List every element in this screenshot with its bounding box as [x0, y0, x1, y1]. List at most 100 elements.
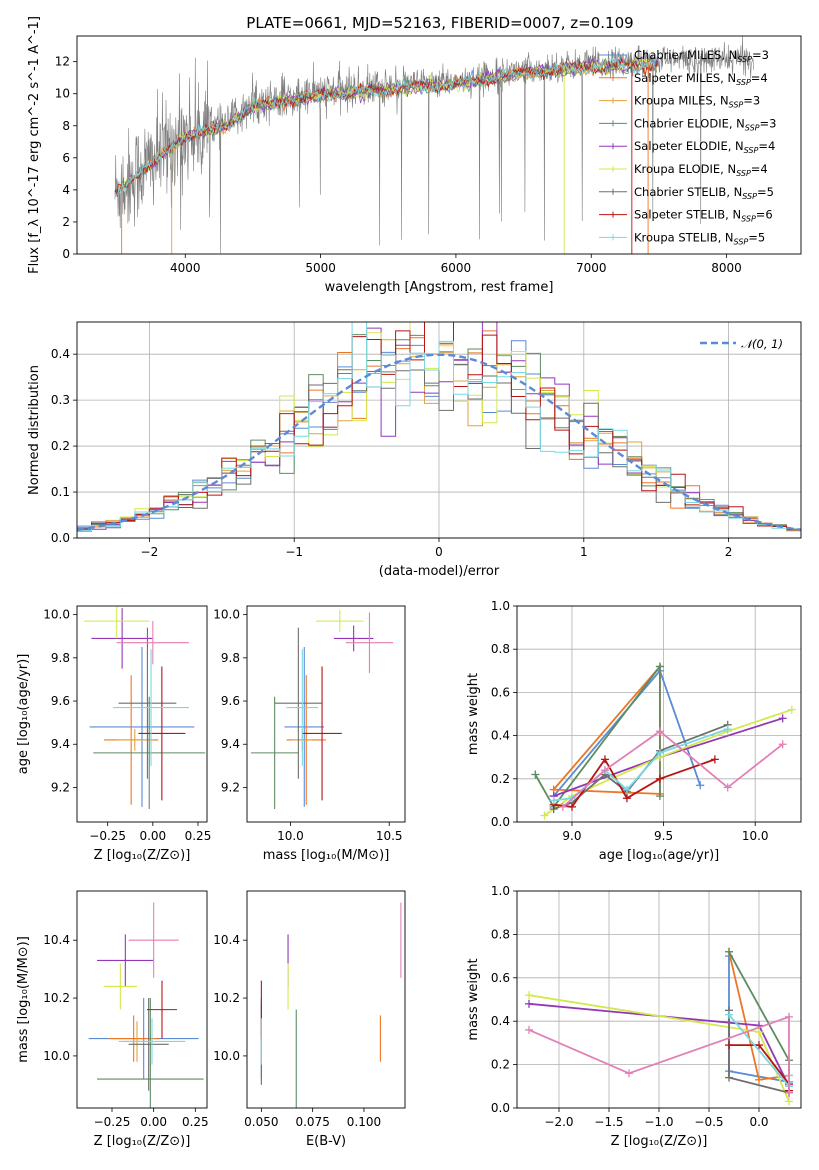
mass-vs-metallicity-panel: −0.25 0.00 0.25 10.0 10.2 10.4 Z [log₁₀(Z/Z⊙)]…: [16, 890, 209, 1149]
y-tick-label: 0.8: [491, 927, 510, 941]
y-tick-label: 0.0: [491, 815, 510, 829]
x-tick-label: 0.075: [295, 1115, 329, 1129]
panels: 4000 5000 6000 7000 8000024681012wavelength …: [16, 16, 802, 1149]
mass-vs-metallicity-panel-data: [88, 902, 204, 1108]
y-tick-label: 2: [62, 215, 70, 229]
age-vs-mass-panel-data: [250, 610, 394, 810]
x-tick-label: −1.0: [644, 1115, 673, 1129]
legend-entry: Chabrier STELIB, NSSP=5: [634, 185, 774, 201]
x-tick-label: 2: [725, 545, 733, 559]
x-tick-label: 1: [580, 545, 588, 559]
x-tick-label: 0.0: [749, 1115, 768, 1129]
x-axis-label: Z [log₁₀(Z/Z⊙)]: [94, 1134, 191, 1149]
x-tick-label: −0.25: [94, 1115, 131, 1129]
x-tick-label: 10.5: [376, 829, 403, 843]
x-tick-label: 10.0: [277, 829, 304, 843]
legend-entry: Salpeter STELIB, NSSP=6: [634, 208, 773, 224]
y-tick-label: 1.0: [491, 884, 510, 898]
x-tick-label: −2: [141, 545, 159, 559]
x-tick-label: 10.0: [742, 829, 769, 843]
x-tick-label: 0.00: [139, 829, 166, 843]
y-axis-label: mass weight: [466, 673, 481, 755]
x-axis-label: wavelength [Angstrom, rest frame]: [325, 280, 554, 295]
y-tick-label: 12: [55, 55, 70, 69]
x-axis-label: (data-model)/error: [379, 564, 500, 579]
y-tick-label: 0.4: [491, 1014, 510, 1028]
axes-frame: [516, 890, 802, 1109]
y-tick-label: 10.2: [213, 991, 240, 1005]
y-tick-label: 0.2: [491, 1058, 510, 1072]
x-tick-label: 4000: [170, 261, 201, 275]
weight-vs-age-panel-data: [531, 662, 796, 820]
x-tick-label: 0: [435, 545, 443, 559]
y-tick-label: 0.2: [51, 439, 70, 453]
age-vs-metallicity-panel: −0.25 0.00 0.25 9.2 9.4 9.6 9.8 10.0 Z [log₁₀(Z/…: [16, 605, 211, 863]
y-tick-label: 6: [62, 151, 70, 165]
histogram-data: [77, 322, 801, 538]
legend-entry: Chabrier MILES, NSSP=3: [634, 48, 769, 64]
y-tick-label: 9.8: [221, 651, 240, 665]
y-tick-label: 0.4: [491, 729, 510, 743]
y-tick-label: 9.8: [51, 651, 70, 665]
axes-frame: [76, 890, 208, 1109]
x-tick-label: 9.0: [562, 829, 581, 843]
y-tick-label: 10.0: [43, 608, 70, 622]
y-tick-label: 10: [55, 87, 70, 101]
axes-frame: [76, 321, 802, 539]
x-axis-label: age [log₁₀(age/yr)]: [599, 848, 720, 863]
x-tick-label: −1.5: [594, 1115, 623, 1129]
x-tick-label: 9.5: [654, 829, 673, 843]
x-tick-label: 5000: [305, 261, 336, 275]
mass-vs-ebv-panel: 0.050 0.075 0.100 10.0 10.2 10.4 E(B-V): [213, 890, 406, 1149]
y-tick-label: 9.2: [221, 780, 240, 794]
axes-frame: [246, 890, 406, 1109]
x-tick-label: 0.25: [182, 1115, 209, 1129]
y-tick-label: 10.4: [213, 933, 240, 947]
y-tick-label: 10.0: [213, 1049, 240, 1063]
figure-title: PLATE=0661, MJD=52163, FIBERID=0007, z=0…: [246, 14, 633, 32]
x-tick-label: 0.00: [140, 1115, 167, 1129]
x-axis-label: mass [log₁₀(M/M⊙)]: [263, 848, 390, 863]
y-axis-label: age [log₁₀(age/yr)]: [16, 654, 31, 775]
y-axis-label: mass [log₁₀(M/M⊙)]: [16, 936, 31, 1063]
y-tick-label: 9.2: [51, 780, 70, 794]
y-tick-label: 0.4: [51, 347, 70, 361]
weight-vs-metallicity-panel: −2.0 −1.5 −1.0 −0.5 0.0 0.0 0.2 0.4 0.6 0.8 1.0 Z […: [466, 884, 802, 1149]
y-tick-label: 9.6: [51, 694, 70, 708]
y-tick-label: 8: [62, 119, 70, 133]
axes-frame: [246, 605, 406, 823]
age-vs-metallicity-panel-data: [84, 606, 206, 810]
y-tick-label: 9.6: [221, 694, 240, 708]
x-axis-label: Z [log₁₀(Z/Z⊙)]: [94, 848, 191, 863]
x-axis-label: Z [log₁₀(Z/Z⊙)]: [611, 1134, 708, 1149]
model-spectrum-line: [114, 56, 659, 195]
spectrum-panel: 4000 5000 6000 7000 8000 0 2 4 6 8 10 12 wavelength …: [27, 16, 802, 295]
model-spectrum-line: [114, 57, 659, 196]
legend-entry: Salpeter MILES, NSSP=4: [634, 71, 768, 87]
gaussian-legend-label: 𝒩(0, 1): [741, 337, 783, 351]
model-spectrum-line: [114, 56, 659, 195]
y-tick-label: 10.0: [43, 1049, 70, 1063]
y-tick-label: 0.3: [51, 393, 70, 407]
model-spectrum-line: [114, 55, 659, 197]
weight-vs-age-panel: 9.0 9.5 10.0 0.0 0.2 0.4 0.6 0.8 1.0 age [log₁₀(a…: [466, 599, 802, 863]
weight-line: [528, 1015, 790, 1093]
model-spectrum-line: [114, 57, 659, 195]
model-spectrum-line: [114, 56, 659, 195]
x-tick-label: 0.100: [347, 1115, 381, 1129]
axes-frame: [516, 605, 802, 823]
gaussian-curve: [77, 353, 801, 532]
spectrum-legend: Chabrier MILES, NSSP=3 Salpeter MILES, NS…: [599, 48, 776, 246]
y-tick-label: 10.2: [43, 991, 70, 1005]
weight-line: [553, 723, 729, 810]
legend-entry: Chabrier ELODIE, NSSP=3: [634, 116, 776, 132]
x-tick-label: −1: [285, 545, 303, 559]
x-tick-label: 0.050: [244, 1115, 278, 1129]
x-tick-label: −0.25: [89, 829, 126, 843]
y-tick-label: 4: [62, 183, 70, 197]
weight-vs-metallicity-panel-data: [525, 947, 793, 1106]
model-spectrum-line: [114, 57, 659, 195]
y-tick-label: 0.6: [491, 685, 510, 699]
y-axis-label: Normed distribution: [27, 365, 42, 495]
